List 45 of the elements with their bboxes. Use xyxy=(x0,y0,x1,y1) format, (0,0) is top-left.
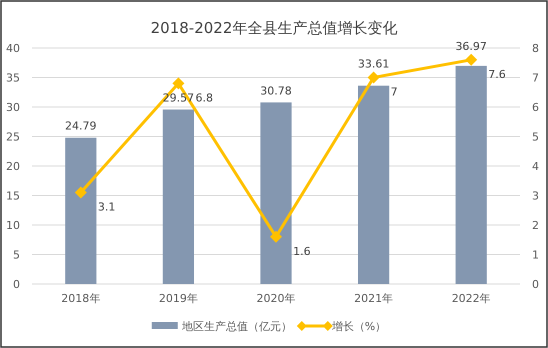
point xyxy=(270,230,282,243)
point xyxy=(465,54,478,66)
y-tick-label: 5 xyxy=(13,248,20,262)
data-label: 33.61 xyxy=(358,58,390,70)
data-label: 7.6 xyxy=(488,68,506,81)
y-tick-label: 0 xyxy=(13,278,20,291)
legend-label: 地区生产总值（亿元） xyxy=(180,320,292,333)
point xyxy=(74,186,87,199)
bar xyxy=(260,102,292,284)
data-label: 24.79 xyxy=(65,120,97,133)
y-tick-label: 35 xyxy=(6,72,20,84)
x-tick-label: 2018年 xyxy=(61,292,100,305)
y2-tick-label: 1 xyxy=(532,248,539,262)
data-label: 3.1 xyxy=(98,200,116,214)
y2-tick-label: 5 xyxy=(532,130,539,144)
bar xyxy=(162,110,194,284)
y2-tick-label: 6 xyxy=(532,101,539,114)
data-label: 6.8 xyxy=(195,91,213,104)
bar xyxy=(358,86,390,284)
data-label: 7 xyxy=(390,86,398,98)
data-label: 1.6 xyxy=(293,244,311,258)
y-tick-label: 20 xyxy=(6,160,20,173)
data-label: 36.97 xyxy=(455,40,487,53)
bar xyxy=(65,138,96,284)
x-tick-label: 2020年 xyxy=(256,292,296,305)
y2-tick-label: 7 xyxy=(532,72,539,84)
y-tick-label: 30 xyxy=(6,101,20,114)
point xyxy=(368,72,380,84)
chart-title: 2018-2022年全县生产总值增长变化 xyxy=(150,19,398,37)
legend-label: 增长（%） xyxy=(330,320,386,333)
y2-tick-label: 2 xyxy=(532,219,539,232)
x-tick-label: 2021年 xyxy=(354,292,394,305)
point xyxy=(172,77,184,90)
y2-tick-label: 4 xyxy=(532,160,539,173)
x-tick-label: 2022年 xyxy=(452,292,491,305)
y2-tick-label: 8 xyxy=(532,42,539,55)
y-tick-label: 10 xyxy=(6,219,20,232)
y2-tick-label: 0 xyxy=(532,278,539,291)
bar xyxy=(456,66,487,284)
y-tick-label: 40 xyxy=(6,42,20,55)
x-tick-label: 2019年 xyxy=(158,292,198,305)
y-tick-label: 15 xyxy=(6,190,20,202)
data-label: 30.78 xyxy=(260,84,292,98)
y2-tick-label: 3 xyxy=(532,190,539,202)
y-tick-label: 25 xyxy=(6,130,20,144)
